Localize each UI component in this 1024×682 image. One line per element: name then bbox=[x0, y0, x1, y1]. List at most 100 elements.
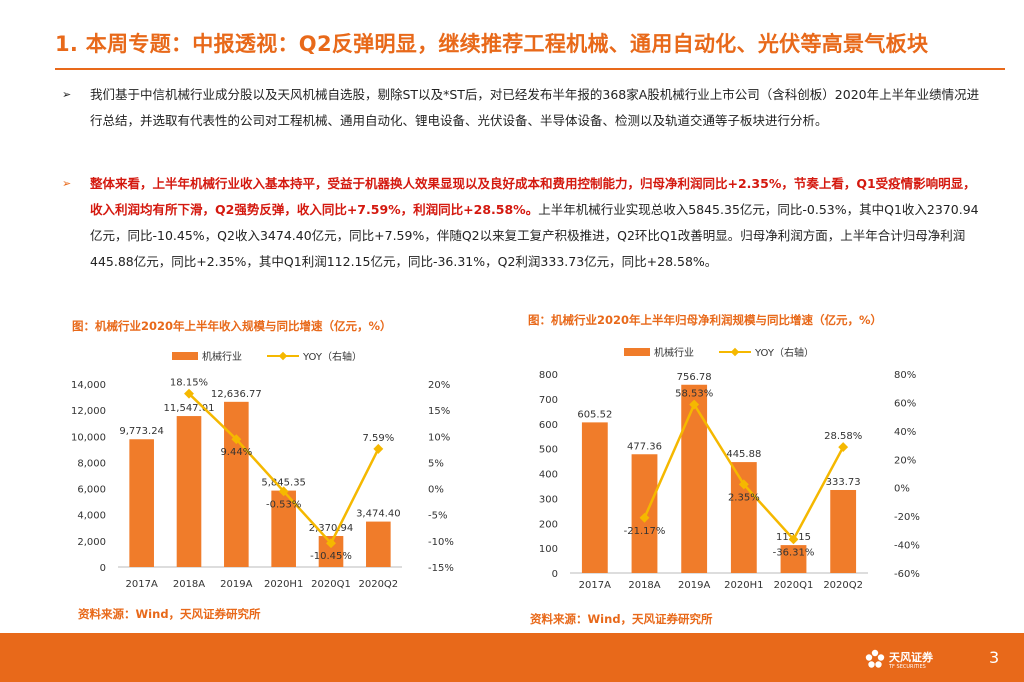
paragraph-overview-text: 整体来看，上半年机械行业收入基本持平，受益于机器换人效果显现以及良好成本和费用控… bbox=[90, 171, 982, 275]
y-right-tick-label: 20% bbox=[894, 455, 916, 466]
x-category-label: 2019A bbox=[220, 579, 252, 590]
y-right-tick-label: -60% bbox=[894, 569, 920, 580]
y-left-tick-label: 6,000 bbox=[77, 485, 106, 496]
chart-caption-profit: 图：机械行业2020年上半年归母净利润规模与同比增速（亿元，%） bbox=[528, 313, 883, 327]
y-right-tick-label: -10% bbox=[428, 537, 454, 548]
y-right-tick-label: 10% bbox=[428, 432, 450, 443]
y-left-tick-label: 0 bbox=[100, 563, 106, 574]
yoy-value-label: -36.31% bbox=[773, 547, 815, 558]
chart-caption-revenue: 图：机械行业2020年上半年收入规模与同比增速（亿元，%） bbox=[72, 319, 392, 333]
paragraph-overview-highlight: 整体来看，上半年机械行业收入基本持平，受益于机器换人效果显现以及良好成本和费用控… bbox=[90, 176, 976, 217]
yoy-point bbox=[231, 434, 242, 445]
bullet-arrow-icon: ➢ bbox=[62, 177, 72, 190]
yoy-value-label: 58.53% bbox=[675, 389, 713, 400]
bar-value-label: 5,845.35 bbox=[261, 478, 306, 489]
yoy-value-label: 18.15% bbox=[170, 378, 208, 389]
y-right-tick-label: 40% bbox=[894, 427, 916, 438]
bar bbox=[780, 545, 807, 573]
bar-value-label: 477.36 bbox=[627, 441, 662, 452]
bullet-arrow-icon: ➢ bbox=[62, 88, 72, 101]
bar-value-label: 2,370.94 bbox=[309, 523, 354, 534]
y-left-tick-label: 12,000 bbox=[71, 406, 106, 417]
bar bbox=[366, 521, 391, 567]
y-left-tick-label: 800 bbox=[539, 370, 558, 381]
legend-bar-label: 机械行业 bbox=[202, 350, 242, 363]
bar bbox=[730, 462, 757, 573]
bar-value-label: 605.52 bbox=[577, 409, 612, 420]
y-left-tick-label: 0 bbox=[552, 569, 558, 580]
x-category-label: 2017A bbox=[579, 580, 611, 591]
title-divider bbox=[55, 68, 1005, 70]
bar bbox=[129, 439, 154, 567]
bar bbox=[271, 490, 296, 567]
y-left-tick-label: 400 bbox=[539, 470, 558, 481]
page-number: 3 bbox=[989, 648, 1000, 667]
y-left-tick-label: 2,000 bbox=[77, 537, 106, 548]
x-category-label: 2019A bbox=[678, 580, 710, 591]
legend-bar-swatch bbox=[172, 352, 198, 360]
yoy-value-label: 7.59% bbox=[362, 433, 394, 444]
x-category-label: 2020Q2 bbox=[823, 580, 863, 591]
y-left-tick-label: 4,000 bbox=[77, 511, 106, 522]
x-category-label: 2020Q1 bbox=[774, 580, 814, 591]
bar-value-label: 3,474.40 bbox=[356, 509, 401, 520]
x-category-label: 2020H1 bbox=[264, 579, 303, 590]
y-left-tick-label: 10,000 bbox=[71, 432, 106, 443]
yoy-point bbox=[373, 443, 384, 454]
y-right-tick-label: 5% bbox=[428, 458, 444, 469]
y-right-tick-label: -5% bbox=[428, 511, 447, 522]
flower-logo-icon bbox=[865, 649, 885, 668]
y-right-tick-label: -15% bbox=[428, 563, 454, 574]
legend-bar-label: 机械行业 bbox=[654, 346, 694, 359]
yoy-point bbox=[788, 534, 799, 545]
yoy-value-label: -0.53% bbox=[266, 499, 301, 510]
bar-value-label: 333.73 bbox=[826, 477, 861, 488]
yoy-point bbox=[838, 442, 849, 453]
chart-source-profit: 资料来源：Wind，天风证券研究所 bbox=[530, 612, 713, 626]
bar-value-label: 12,636.77 bbox=[211, 389, 262, 400]
paragraph-overview-detail: 上半年机械行业实现总收入5845.35亿元，同比-0.53%，其中Q1收入237… bbox=[90, 202, 979, 269]
legend-line-marker bbox=[730, 347, 740, 357]
yoy-value-label: 2.35% bbox=[728, 492, 760, 503]
paragraph-overview: ➢ 整体来看，上半年机械行业收入基本持平，受益于机器换人效果显现以及良好成本和费… bbox=[62, 171, 982, 275]
y-left-tick-label: 14,000 bbox=[71, 380, 106, 391]
page-title: 1. 本周专题：中报透视：Q2反弹明显，继续推荐工程机械、通用自动化、光伏等高景… bbox=[55, 32, 929, 56]
bar bbox=[176, 416, 202, 567]
paragraph-summary-text: 我们基于中信机械行业成分股以及天风机械自选股，剔除ST以及*ST后，对已经发布半… bbox=[90, 87, 980, 128]
footer-brand-en: TF SECURITIES bbox=[889, 664, 926, 670]
x-category-label: 2020Q1 bbox=[311, 579, 351, 590]
x-category-label: 2020Q2 bbox=[358, 579, 398, 590]
y-right-tick-label: -40% bbox=[894, 541, 920, 552]
chart-revenue: 机械行业 YOY（右轴） 0 2,000 4,000 6,000 8,000 10,000 12… bbox=[71, 350, 454, 590]
bar bbox=[830, 489, 857, 573]
y-left-tick-label: 300 bbox=[539, 494, 558, 505]
bar bbox=[224, 401, 249, 567]
chart-source-revenue: 资料来源：Wind，天风证券研究所 bbox=[78, 607, 261, 621]
y-right-tick-label: 0% bbox=[894, 484, 910, 495]
y-left-tick-label: 500 bbox=[539, 445, 558, 456]
y-right-tick-label: 60% bbox=[894, 398, 916, 409]
y-right-tick-label: 0% bbox=[428, 485, 444, 496]
footer-brand: 天风证券 bbox=[889, 651, 933, 664]
x-category-label: 2018A bbox=[628, 580, 660, 591]
yoy-point bbox=[639, 512, 650, 523]
x-category-label: 2017A bbox=[126, 579, 158, 590]
bar bbox=[681, 384, 708, 573]
yoy-point bbox=[278, 486, 289, 497]
y-left-tick-label: 700 bbox=[539, 395, 558, 406]
y-right-tick-label: 15% bbox=[428, 406, 450, 417]
x-category-label: 2018A bbox=[173, 579, 205, 590]
chart-profit: 机械行业 YOY（右轴） 0 100 200 300 400 500 600 700 800 -60%… bbox=[539, 346, 920, 591]
legend-line-label: YOY（右轴） bbox=[754, 346, 814, 359]
paragraph-summary: ➢ 我们基于中信机械行业成分股以及天风机械自选股，剔除ST以及*ST后，对已经发… bbox=[62, 82, 982, 134]
legend-line-label: YOY（右轴） bbox=[302, 350, 362, 363]
x-category-label: 2020H1 bbox=[724, 580, 763, 591]
yoy-value-label: 28.58% bbox=[824, 431, 862, 442]
bar-value-label: 9,773.24 bbox=[119, 426, 164, 437]
y-left-tick-label: 600 bbox=[539, 420, 558, 431]
bar-value-label: 445.88 bbox=[726, 449, 761, 460]
y-left-tick-label: 200 bbox=[539, 519, 558, 530]
bar-value-label: 11,547.01 bbox=[164, 403, 215, 414]
legend-line-marker bbox=[278, 351, 288, 361]
legend-bar-swatch bbox=[624, 348, 650, 356]
